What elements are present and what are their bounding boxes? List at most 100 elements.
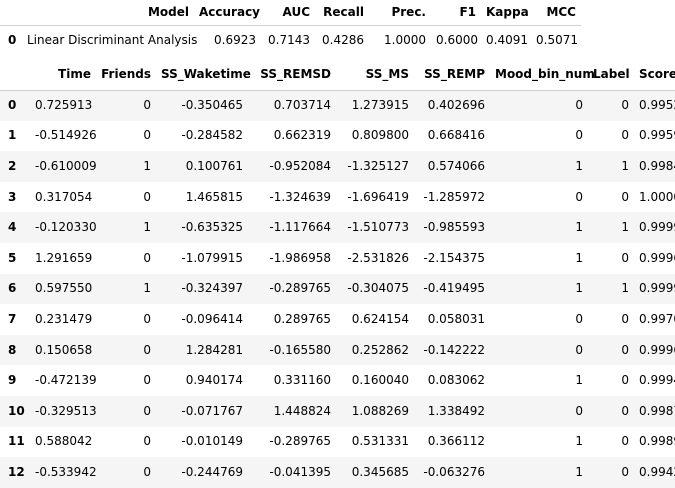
metrics-row: 0 Linear Discriminant Analysis 0.6923 0.…	[0, 25, 581, 55]
data-header-ss-remp: SS_REMP	[414, 60, 490, 91]
ss-ms-cell: 0.809800	[351, 128, 409, 143]
ss-remsd-cell: 0.662319	[273, 128, 331, 143]
table-row: 12 -0.533942 0 -0.244769 -0.041395 0.345685 -0…	[0, 457, 675, 488]
time-cell: -0.472139	[35, 373, 97, 388]
ss-remsd-cell: 0.331160	[273, 373, 331, 388]
ss-waketime-cell: -0.284582	[181, 128, 243, 143]
ss-ms-cell: -1.696419	[347, 189, 409, 204]
data-header-time: Time	[30, 60, 96, 91]
friends-cell: 0	[143, 189, 151, 204]
row-index: 7	[8, 311, 17, 326]
time-cell: 0.725913	[35, 98, 93, 113]
mood-bin-num-cell: 0	[575, 128, 583, 143]
ss-remp-cell: 0.366112	[427, 434, 485, 449]
time-cell: -0.610009	[35, 158, 97, 173]
table-row: 8 0.150658 0 1.284281 -0.165580 0.252862 -0.14…	[0, 334, 675, 366]
label-cell: 0	[621, 128, 629, 143]
row-index: 12	[8, 464, 25, 479]
metrics-header-recall: Recall	[315, 0, 369, 26]
ss-remsd-cell: -0.041395	[269, 464, 331, 479]
mood-bin-num-cell: 0	[575, 403, 583, 418]
label-cell: 0	[621, 403, 629, 418]
ss-remp-cell: -0.063276	[423, 464, 485, 479]
mood-bin-num-cell: 1	[575, 464, 583, 479]
time-cell: -0.329513	[35, 403, 97, 418]
ss-ms-cell: -1.325127	[347, 158, 409, 173]
data-header-ss-waketime: SS_Waketime	[156, 60, 251, 91]
ss-ms-cell: 0.345685	[351, 464, 409, 479]
table-row: 1 -0.514926 0 -0.284582 0.662319 0.809800 0.66…	[0, 120, 675, 152]
ss-remp-cell: 0.668416	[427, 128, 485, 143]
label-cell: 1	[621, 220, 629, 235]
ss-remp-cell: 1.338492	[427, 403, 485, 418]
ss-ms-cell: -1.510773	[347, 220, 409, 235]
table-row: 5 1.291659 0 -1.079915 -1.986958 -2.531826 -2.…	[0, 242, 675, 274]
friends-cell: 0	[143, 311, 151, 326]
ss-waketime-cell: -0.010149	[181, 434, 243, 449]
recall-cell: 0.4286	[322, 32, 364, 47]
auc-cell: 0.7143	[268, 32, 310, 47]
model-metrics-table: Model Accuracy AUC Recall Prec. F1 Kappa…	[0, 0, 581, 55]
ss-waketime-cell: -0.244769	[181, 464, 243, 479]
table-row: 10 -0.329513 0 -0.071767 1.448824 1.088269 1.3…	[0, 395, 675, 427]
mcc-cell: 0.5071	[536, 32, 578, 47]
friends-cell: 0	[143, 128, 151, 143]
ss-remsd-cell: -0.289765	[269, 281, 331, 296]
metrics-header-kappa: Kappa	[481, 0, 531, 26]
metrics-header-prec: Prec.	[369, 0, 431, 26]
mood-bin-num-cell: 1	[575, 373, 583, 388]
row-index: 1	[8, 128, 17, 143]
time-cell: 0.150658	[35, 342, 93, 357]
friends-cell: 0	[143, 98, 151, 113]
ss-remp-cell: -0.419495	[423, 281, 485, 296]
label-cell: 0	[621, 311, 629, 326]
score-cell: 0.9942	[639, 464, 675, 479]
data-header-ss-ms: SS_MS	[336, 60, 414, 91]
label-cell: 0	[621, 434, 629, 449]
ss-remsd-cell: 0.289765	[273, 311, 331, 326]
table-row: 2 -0.610009 1 0.100761 -0.952084 -1.325127 0.5…	[0, 151, 675, 182]
time-cell: 0.588042	[35, 434, 93, 449]
mood-bin-num-cell: 1	[575, 250, 583, 265]
label-cell: 1	[621, 281, 629, 296]
score-cell: 0.9959	[639, 128, 675, 143]
time-cell: -0.514926	[35, 128, 97, 143]
friends-cell: 1	[143, 281, 151, 296]
row-index: 6	[8, 281, 17, 296]
ss-ms-cell: 0.252862	[351, 342, 409, 357]
ss-waketime-cell: 0.940174	[185, 373, 243, 388]
ss-remsd-cell: 1.448824	[273, 403, 331, 418]
mood-bin-num-cell: 1	[575, 281, 583, 296]
ss-waketime-cell: 1.465815	[185, 189, 243, 204]
label-cell: 1	[621, 158, 629, 173]
accuracy-cell: 0.6923	[214, 32, 256, 47]
time-cell: 0.317054	[35, 189, 93, 204]
table-row: 3 0.317054 0 1.465815 -1.324639 -1.696419 -1.2…	[0, 181, 675, 213]
kappa-cell: 0.4091	[486, 32, 528, 47]
metrics-header-accuracy: Accuracy	[194, 0, 261, 26]
friends-cell: 0	[143, 373, 151, 388]
mood-bin-num-cell: 0	[575, 342, 583, 357]
ss-remp-cell: 0.402696	[427, 98, 485, 113]
time-cell: 0.231479	[35, 311, 93, 326]
row-index: 9	[8, 373, 17, 388]
ss-waketime-cell: -0.071767	[181, 403, 243, 418]
label-cell: 0	[621, 189, 629, 204]
ss-waketime-cell: -0.635325	[181, 220, 243, 235]
label-cell: 0	[621, 250, 629, 265]
ss-remp-cell: 0.058031	[427, 311, 485, 326]
friends-cell: 0	[143, 250, 151, 265]
data-table-body: 0 0.725913 0 -0.350465 0.703714 1.273915 0.402…	[0, 90, 675, 488]
metrics-header-row: Model Accuracy AUC Recall Prec. F1 Kappa…	[0, 0, 581, 26]
table-row: 11 0.588042 0 -0.010149 -0.289765 0.531331 0.3…	[0, 426, 675, 458]
ss-remsd-cell: -1.986958	[269, 250, 331, 265]
label-cell: 0	[621, 98, 629, 113]
ss-remp-cell: 0.083062	[427, 373, 485, 388]
mood-bin-num-cell: 1	[575, 434, 583, 449]
row-index: 3	[8, 189, 17, 204]
ss-waketime-cell: -0.324397	[181, 281, 243, 296]
label-cell: 0	[621, 342, 629, 357]
score-cell: 0.9987	[639, 403, 675, 418]
